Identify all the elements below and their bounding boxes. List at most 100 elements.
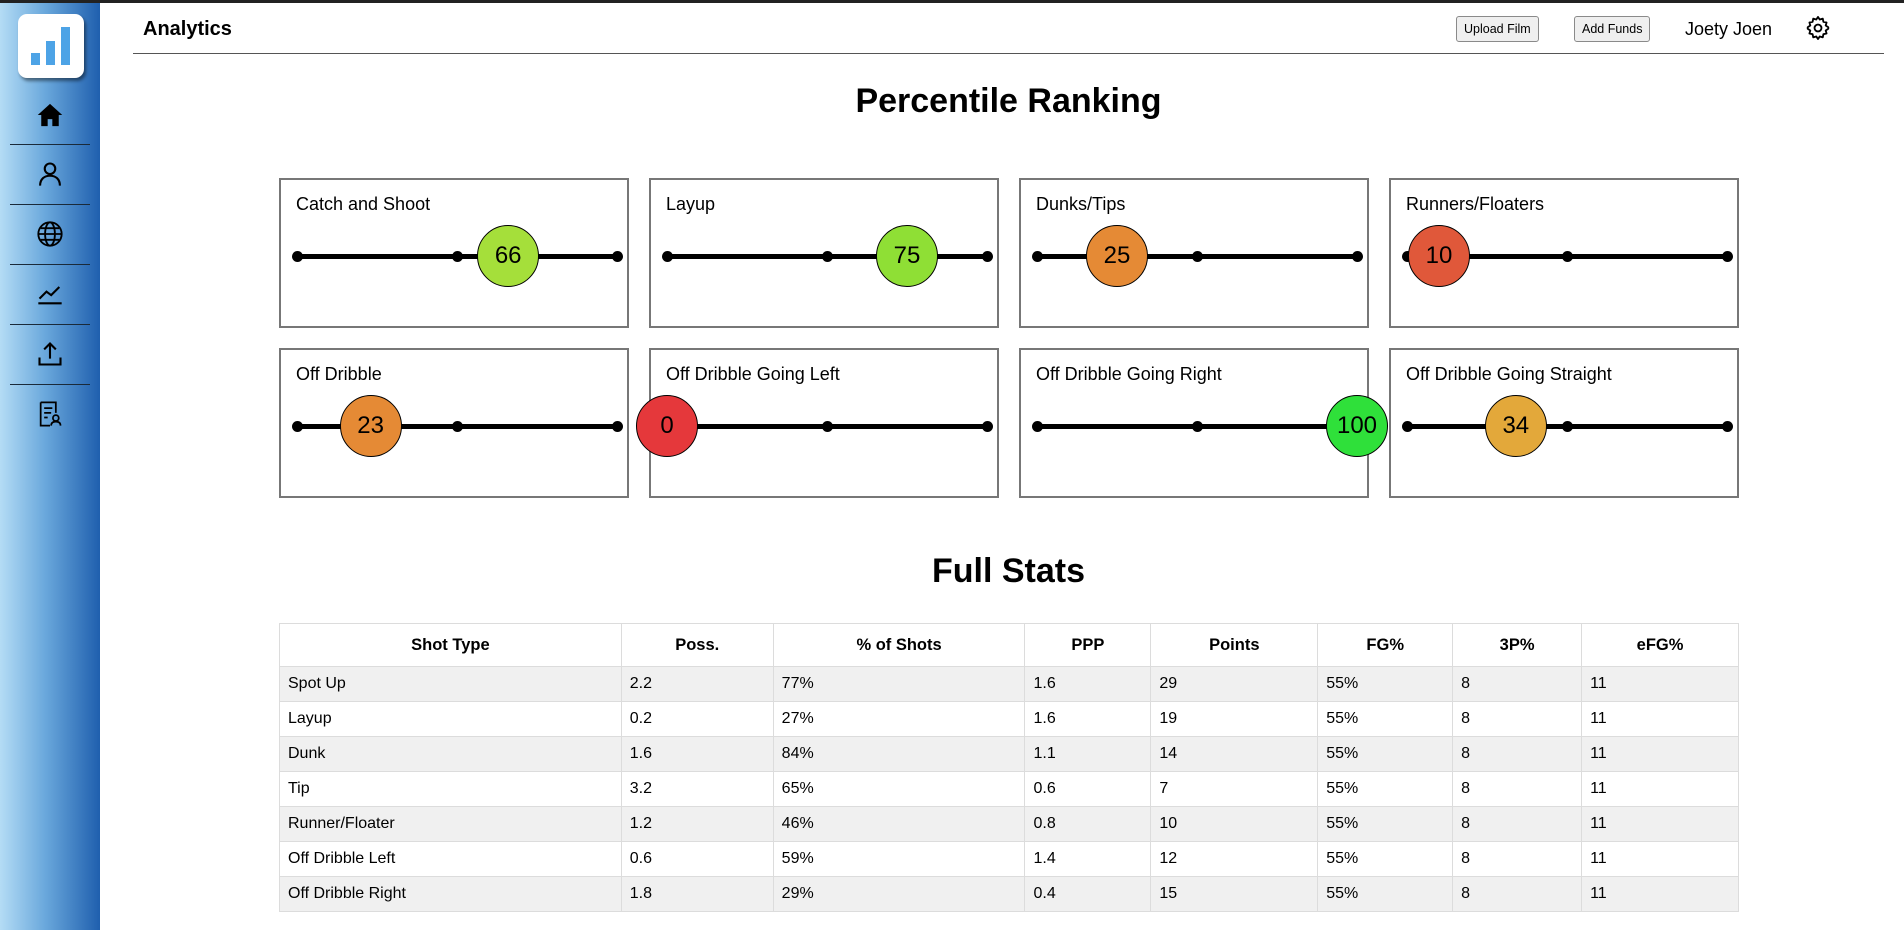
- track-tick: [1721, 420, 1733, 432]
- percentile-card: Dunks/Tips 25: [1019, 178, 1369, 328]
- table-cell: 77%: [772, 666, 1026, 702]
- column-header[interactable]: 3P%: [1452, 623, 1583, 667]
- table-cell: 11: [1581, 841, 1739, 877]
- upload-film-button[interactable]: Upload Film: [1456, 16, 1539, 42]
- table-cell: Off Dribble Left: [279, 841, 622, 877]
- table-cell: 59%: [772, 841, 1026, 877]
- card-label: Off Dribble Going Straight: [1406, 364, 1612, 384]
- percentile-title: Percentile Ranking: [855, 82, 1162, 120]
- table-cell: 19: [1150, 701, 1319, 737]
- home-icon: [37, 103, 63, 127]
- track-tick: [1401, 420, 1413, 432]
- track-tick: [1031, 420, 1043, 432]
- table-cell: Layup: [279, 701, 622, 737]
- table-cell: 46%: [772, 806, 1026, 842]
- sidebar-item-profile[interactable]: [10, 144, 90, 204]
- table-cell: Off Dribble Right: [279, 876, 622, 912]
- table-cell: 10: [1150, 806, 1319, 842]
- track-tick: [1401, 250, 1413, 262]
- track-tick: [1561, 420, 1573, 432]
- table-cell: 0.8: [1024, 806, 1152, 842]
- column-header[interactable]: PPP: [1024, 623, 1152, 667]
- track-tick: [1031, 250, 1043, 262]
- table-cell: 55%: [1317, 876, 1454, 912]
- sidebar-divider: [10, 204, 90, 205]
- table-cell: 11: [1581, 701, 1739, 737]
- percentile-badge: 25: [1086, 225, 1148, 287]
- track-tick: [981, 250, 993, 262]
- table-cell: 1.6: [1024, 666, 1152, 702]
- track-tick: [611, 250, 623, 262]
- track-tick: [981, 420, 993, 432]
- full-stats-table: Shot Type Poss. % of Shots PPP Points FG…: [279, 623, 1739, 912]
- app-logo[interactable]: [18, 14, 84, 78]
- percentile-card: Layup 75: [649, 178, 999, 328]
- table-cell: 29%: [772, 876, 1026, 912]
- percentile-card: Off Dribble Going Left 0: [636, 348, 999, 498]
- table-cell: 8: [1452, 806, 1583, 842]
- percentile-badge: 66: [477, 225, 540, 287]
- percentile-card: Off Dribble Going Right 100: [1019, 348, 1388, 498]
- table-cell: 0.4: [1024, 876, 1152, 912]
- table-cell: 55%: [1317, 771, 1454, 807]
- sidebar-item-upload[interactable]: [10, 324, 90, 384]
- user-name[interactable]: Joety Joen: [1685, 19, 1773, 39]
- table-row: Spot Up 2.2 77% 1.6 29 55% 8 11: [279, 666, 1739, 702]
- table-cell: 55%: [1317, 841, 1454, 877]
- globe-icon: [37, 221, 63, 247]
- column-header[interactable]: eFG%: [1581, 623, 1739, 667]
- table-cell: 55%: [1317, 736, 1454, 772]
- table-cell: 8: [1452, 701, 1583, 737]
- table-cell: Dunk: [279, 736, 622, 772]
- percentile-cards: Catch and Shoot 66 Layup 75 Dunks/Tips 2…: [279, 178, 1739, 498]
- table-row: Off Dribble Right 1.8 29% 0.4 15 55% 8 11: [279, 876, 1739, 912]
- sidebar-item-analytics[interactable]: [10, 264, 90, 324]
- table-cell: 8: [1452, 841, 1583, 877]
- table-cell: 1.6: [1024, 701, 1152, 737]
- column-header[interactable]: Points: [1150, 623, 1319, 667]
- table-cell: 2.2: [620, 666, 774, 702]
- table-cell: 3.2: [620, 771, 774, 807]
- table-cell: 8: [1452, 771, 1583, 807]
- percentile-badge: 0: [636, 395, 698, 457]
- percentile-badge: 23: [339, 395, 402, 457]
- track-tick: [291, 420, 303, 432]
- table-cell: 27%: [772, 701, 1026, 737]
- add-funds-button[interactable]: Add Funds: [1574, 16, 1651, 42]
- table-row: Layup 0.2 27% 1.6 19 55% 8 11: [279, 701, 1739, 737]
- column-header[interactable]: Shot Type: [279, 623, 622, 667]
- full-stats-title: Full Stats: [931, 552, 1086, 590]
- table-cell: 0.6: [1024, 771, 1152, 807]
- page-title: Analytics: [143, 18, 232, 40]
- column-header[interactable]: % of Shots: [772, 623, 1026, 667]
- table-cell: 7: [1150, 771, 1319, 807]
- table-cell: 8: [1452, 736, 1583, 772]
- top-header: Analytics Upload Film Add Funds Joety Jo…: [133, 3, 1884, 54]
- table-cell: 1.8: [620, 876, 774, 912]
- report-icon: [39, 401, 62, 427]
- percentile-card: Off Dribble 23: [279, 348, 629, 498]
- table-cell: 55%: [1317, 666, 1454, 702]
- table-cell: 11: [1581, 666, 1739, 702]
- card-label: Runners/Floaters: [1406, 194, 1545, 214]
- table-cell: 11: [1581, 806, 1739, 842]
- track-tick: [821, 420, 833, 432]
- gear-icon[interactable]: [1805, 15, 1831, 41]
- percentile-badge: 10: [1408, 225, 1470, 287]
- sidebar-item-global[interactable]: [10, 204, 90, 264]
- window-top-border: [0, 0, 1904, 3]
- table-row: Runner/Floater 1.2 46% 0.8 10 55% 8 11: [279, 806, 1739, 842]
- table-cell: Runner/Floater: [279, 806, 622, 842]
- table-cell: 0.2: [620, 701, 774, 737]
- sidebar-item-reports[interactable]: [10, 384, 90, 444]
- column-header[interactable]: Poss.: [620, 623, 774, 667]
- card-label: Catch and Shoot: [296, 194, 431, 214]
- track-tick: [1721, 250, 1733, 262]
- card-label: Dunks/Tips: [1036, 194, 1126, 214]
- user-icon: [39, 162, 61, 186]
- table-row: Off Dribble Left 0.6 59% 1.4 12 55% 8 11: [279, 841, 1739, 877]
- column-header[interactable]: FG%: [1317, 623, 1454, 667]
- sidebar-item-home[interactable]: [10, 85, 90, 145]
- table-cell: 15: [1150, 876, 1319, 912]
- track-tick: [451, 250, 463, 262]
